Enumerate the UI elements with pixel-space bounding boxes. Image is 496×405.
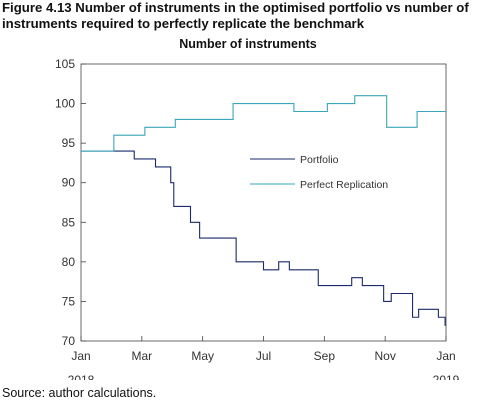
axes: 70 75 80 85 90 95 100 105 Jan 2018 Mar May Jul Sep Nov… [55,57,460,380]
y-tick-label: 70 [62,334,76,348]
legend-label: Portfolio [300,154,339,166]
series-line-perfect-replication [81,95,446,152]
x-tick-year-label: 2018 [68,373,95,380]
x-tick-label: Jan [436,349,455,363]
y-tick-label: 85 [62,215,76,229]
x-tick-label: Nov [374,349,395,363]
x-tick-label: Sep [314,349,336,363]
y-tick-label: 100 [55,97,75,111]
y-tick-label: 105 [55,57,75,71]
x-tick-label: May [191,349,214,363]
source-note: Source: author calculations. [2,386,157,400]
figure-title: Figure 4.13 Number of instruments in the… [2,0,469,31]
chart-title: Number of instruments [179,37,317,51]
x-tick-label: Mar [131,349,152,363]
x-tick-label: Jan [71,349,90,363]
series-line-portfolio [81,150,446,326]
y-tick-label: 75 [62,294,76,308]
series-lines [81,95,446,326]
y-tick-label: 95 [62,136,76,150]
x-tick-year-label: 2019 [433,373,460,380]
y-tick-label: 80 [62,255,76,269]
x-tick-label: Jul [256,349,271,363]
legend: Portfolio Perfect Replication [250,154,388,191]
legend-label: Perfect Replication [300,179,388,191]
y-tick-label: 90 [62,176,76,190]
line-chart: 70 75 80 85 90 95 100 105 Jan 2018 Mar May Jul Sep Nov… [55,57,460,380]
